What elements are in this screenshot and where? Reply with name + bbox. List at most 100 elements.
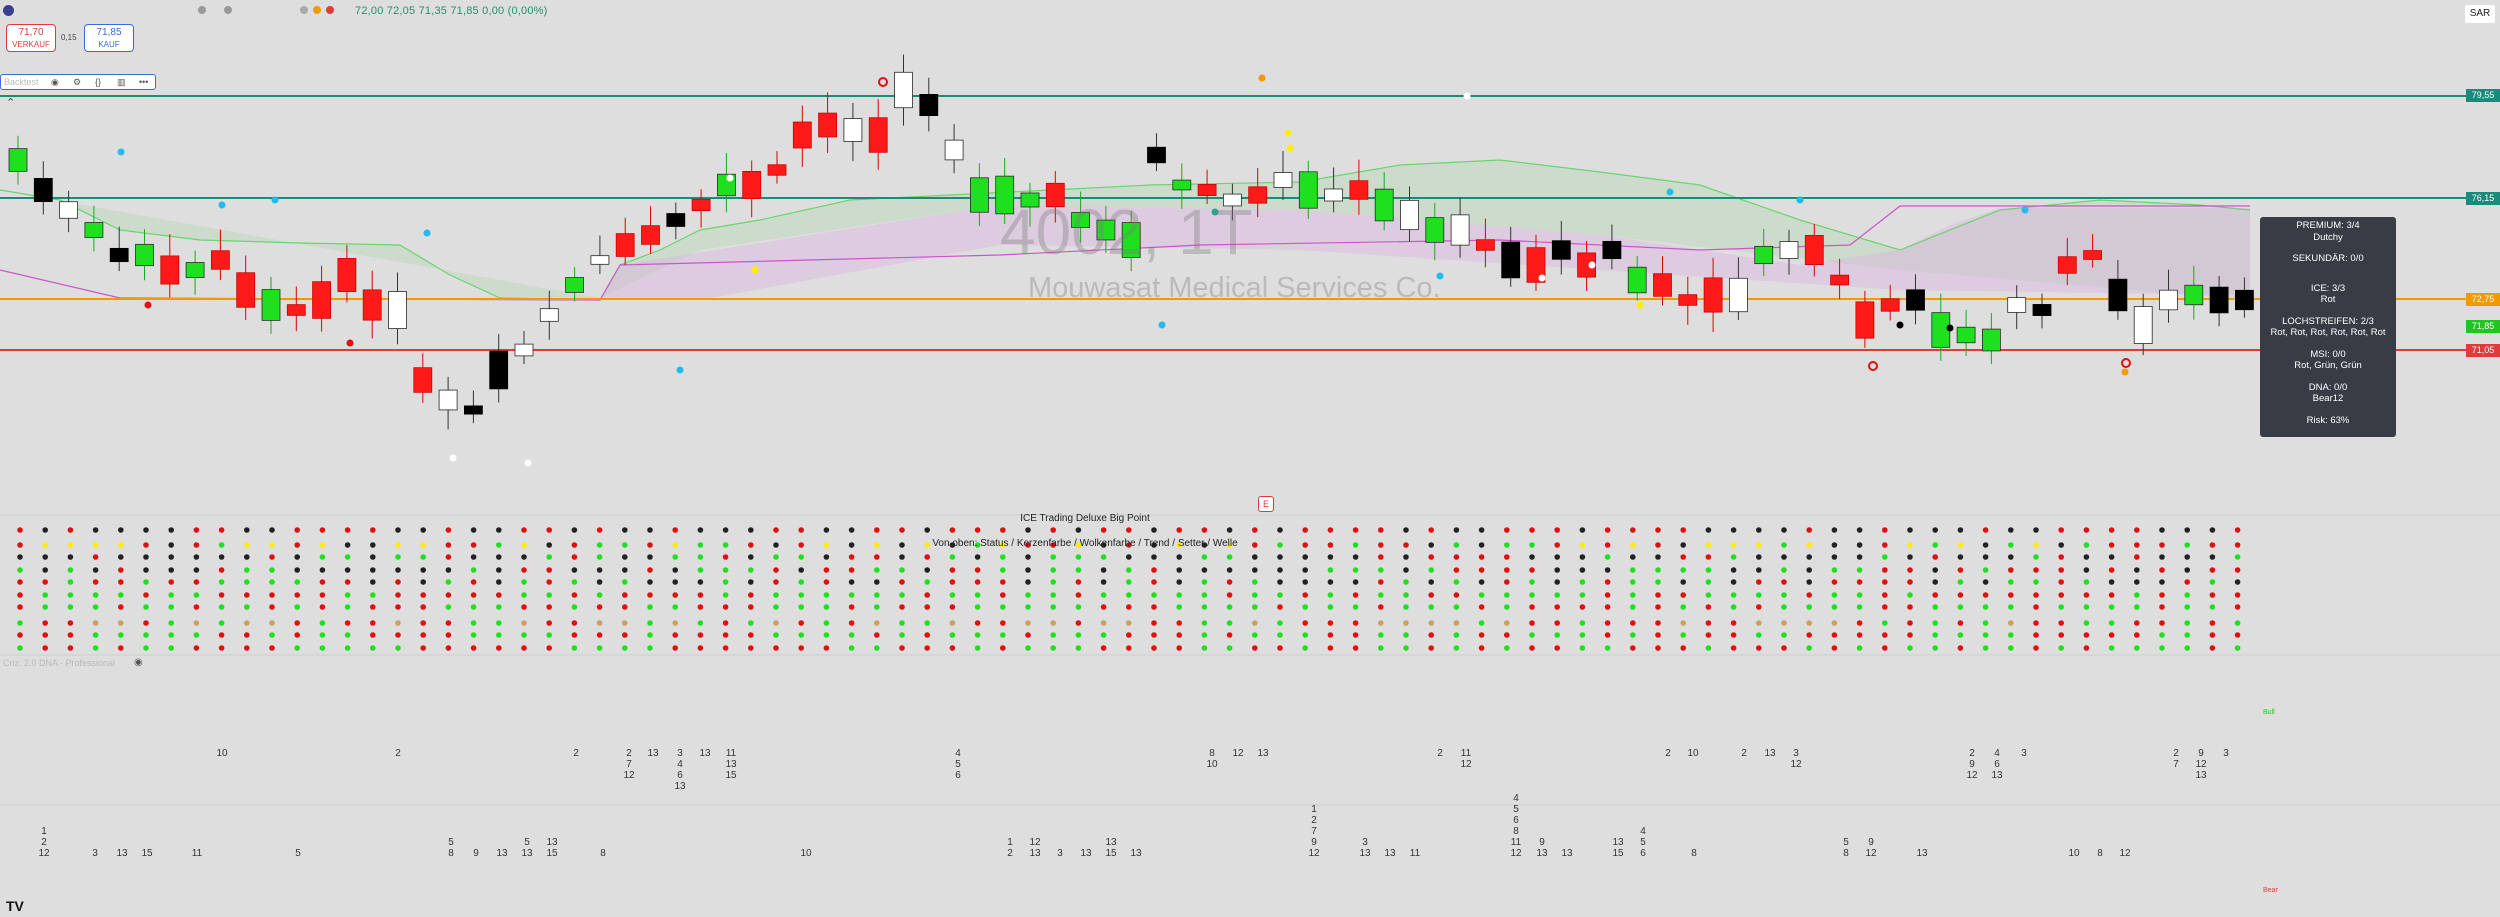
dna-value-stack: 11 [191,848,203,859]
ice-signal-dot [974,542,981,548]
ice-signal-dot [344,645,351,651]
dna-visibility-icon[interactable]: ◉ [134,657,143,668]
ice-signal-dot [218,645,225,651]
ice-signal-dot [17,620,23,626]
ice-signal-dot [218,592,225,598]
ice-signal-dot [1705,604,1712,610]
buy-button[interactable]: 71,85 KAUF [84,24,134,52]
ice-signal-dot [168,542,174,548]
candle-body [2007,297,2027,313]
collapse-chevron-icon[interactable]: ⌃ [6,97,16,109]
ice-signal-dot [848,592,855,598]
ice-signal-dot [672,592,678,598]
ice-signal-dot [244,527,250,533]
ice-signal-dot [1176,645,1182,651]
ice-signal-dot [1327,554,1334,560]
candle-body [362,289,382,321]
indicator-legend-row[interactable]: Backtest ◉ ⚙ {} ▥ ••• [0,74,156,90]
ice-signal-dot [1982,592,1989,598]
ice-signal-dot [344,554,351,560]
ice-signal-dot [622,542,628,548]
ice-signal-dot [319,567,326,573]
ice-signal-dot [445,527,452,533]
ice-signal-dot [2159,645,2165,651]
ice-signal-dot [773,542,779,548]
ice-signal-dot [1403,604,1409,610]
ice-signal-dot [2058,632,2064,638]
candle-body [919,93,939,117]
candle-body [691,198,711,212]
eye-icon[interactable]: ◉ [51,77,59,87]
ice-signal-dot [269,592,275,598]
ice-signal-dot [1428,632,1434,638]
delete-icon[interactable]: ▥ [117,77,126,87]
ice-signal-dot [92,632,99,638]
ice-signal-dot [1604,527,1611,533]
dna-value-stack: 13 [699,748,711,759]
candle-body [1653,273,1672,297]
ice-signal-dot [722,632,729,638]
ice-signal-dot [1075,592,1082,598]
ice-signal-dot [2209,592,2216,598]
source-code-icon[interactable]: {} [95,77,102,87]
ice-signal-dot [168,567,174,573]
settings-icon[interactable]: ⚙ [73,77,82,87]
sell-button[interactable]: 71,70 VERKAUF [6,24,56,52]
ice-signal-dot [496,542,502,548]
ice-signal-dot [1604,645,1611,651]
ice-signal-dot [269,620,275,626]
ice-signal-dot [1882,579,1888,585]
ice-signal-dot [1756,592,1762,598]
candle-body [185,262,205,278]
ice-signal-dot [395,554,401,560]
dna-value-stack: 5 [295,848,301,859]
dna-value-stack: 12 13 [1029,837,1041,859]
more-icon[interactable]: ••• [139,77,149,87]
ice-signal-dot [294,620,301,626]
ice-signal-dot [2159,567,2165,573]
tradingview-logo-icon[interactable]: TV [6,898,24,914]
ice-signal-dot [2159,554,2165,560]
ice-signal-dot [521,632,527,638]
symbol-logo-icon[interactable] [3,5,14,16]
ice-signal-dot [2058,554,2064,560]
premium-score: PREMIUM: 3/4 [2296,220,2360,231]
ice-signal-dot [193,554,200,560]
candle-body [2234,289,2254,311]
ice-signal-dot [1453,632,1460,638]
ice-signal-dot [2234,592,2241,598]
ice-signal-dot [1882,632,1888,638]
ice-signal-dot [521,527,527,533]
earnings-badge-icon[interactable]: E [1258,496,1274,512]
ice-signal-dot [1403,542,1409,548]
ice-signal-dot [647,554,653,560]
ice-signal-dot [1604,620,1611,626]
ice-signal-dot [622,554,628,560]
ice-signal-dot [1126,645,1132,651]
ice-signal-dot [1781,542,1787,548]
ice-signal-dot [92,527,99,533]
ice-signal-dot [2033,592,2039,598]
ice-signal-dot [42,592,48,598]
ice-signal-dot [647,604,653,610]
ice-signal-dot [1403,632,1409,638]
ice-signal-dot [571,554,578,560]
candle-body [8,148,28,172]
ice-signal-dot [1932,554,1938,560]
sar-currency-label[interactable]: SAR [2465,5,2495,23]
candle-body [818,112,837,138]
ice-signal-dot [420,527,427,533]
ice-signal-dot [1478,567,1485,573]
ice-signal-dot [848,604,855,610]
signal-dot [1286,144,1294,152]
candle-body [1804,234,1824,266]
ice-signal-dot [370,567,376,573]
ice-signal-dot [168,592,174,598]
ice-signal-dot [1680,620,1686,626]
ice-signal-dot [1428,542,1434,548]
ice-signal-dot [1352,645,1359,651]
ice-signal-dot [672,645,678,651]
ice-signal-dot [1201,527,1208,533]
ice-signal-dot [1100,579,1107,585]
